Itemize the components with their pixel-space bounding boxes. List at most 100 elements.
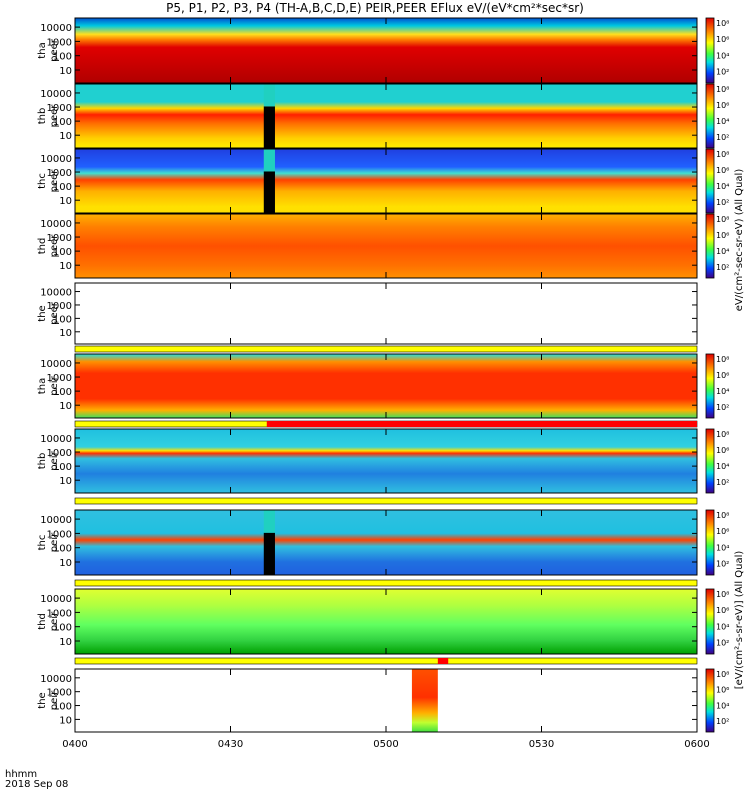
colorbar-tick-label: 10⁸	[716, 355, 729, 364]
y-tick-label: 10000	[40, 674, 72, 685]
panel-thd-peir: 10000 1000 100 10 thd peir 10⁸ 10⁶ 10⁴ 10²	[37, 588, 729, 665]
y-tick-label: 10	[59, 328, 72, 339]
quality-flag-alert	[437, 658, 449, 664]
y-tick-label: 100	[53, 387, 72, 398]
y-axis-label-line2: peir	[49, 532, 60, 552]
data-gap	[263, 171, 275, 213]
x-axis-label-line1: hhmm	[5, 769, 37, 780]
y-axis-label-line1: thd	[37, 238, 48, 255]
spectrogram-image	[411, 669, 438, 732]
y-axis-label-line2: peer	[49, 104, 60, 128]
colorbar-tick-label: 10⁸	[716, 430, 729, 439]
x-tick-label: 0530	[529, 739, 554, 750]
colorbar-tick-label: 10⁸	[716, 511, 729, 520]
y-tick-label: 1000	[47, 103, 72, 114]
y-tick-label: 10000	[40, 219, 72, 230]
y-tick-label: 1000	[47, 168, 72, 179]
quality-flag-bar	[74, 579, 698, 587]
colorbar-tick-label: 10²	[716, 403, 729, 412]
y-axis-label-line1: tha	[37, 378, 48, 394]
colorbar-tick-label: 10⁶	[716, 686, 729, 695]
y-tick-label: 10	[59, 196, 72, 207]
y-tick-label: 10000	[40, 359, 72, 370]
panel-the-peir: 10000 1000 100 10 the peir 10⁸ 10⁶ 10⁴ 10²	[37, 668, 729, 733]
data-gap-top	[263, 84, 275, 107]
data-gap-top	[263, 510, 275, 533]
colorbar-tick-label: 10⁸	[716, 150, 729, 159]
y-tick-label: 10000	[40, 288, 72, 299]
y-tick-label: 10	[59, 476, 72, 487]
chart-title: P5, P1, P2, P3, P4 (TH-A,B,C,D,E) PEIR,P…	[166, 1, 584, 15]
panel-thb-peer: 10000 1000 100 10 thb peer 10⁸ 10⁶ 10⁴ 10²	[37, 83, 729, 149]
colorbar-tick-label: 10²	[716, 717, 729, 726]
panel-the-peer: 10000 1000 100 10 the peer	[37, 282, 698, 353]
spectrogram-image	[75, 429, 697, 493]
quality-flag-bar	[74, 657, 698, 665]
panel-background	[75, 669, 697, 732]
colorbar-tick-label: 10⁴	[716, 387, 729, 396]
y-tick-label: 10	[59, 715, 72, 726]
colorbar-label-lower: [eV/(cm²-s-sr-eV)] (All Qual)	[734, 551, 745, 690]
y-axis-label-line1: thb	[37, 453, 48, 470]
panel-background	[75, 283, 697, 344]
colorbar-tick-label: 10⁴	[716, 701, 729, 710]
colorbar-tick-label: 10²	[716, 478, 729, 487]
y-tick-label: 10	[59, 131, 72, 142]
colorbar-tick-label: 10²	[716, 639, 729, 648]
colorbar	[705, 509, 715, 576]
colorbar-tick-label: 10⁴	[716, 182, 729, 191]
x-axis: 0400 0430 0500 0530 0600	[62, 18, 710, 750]
data-gap-top	[263, 149, 275, 172]
spectrogram-image	[75, 354, 697, 418]
y-tick-label: 1000	[47, 233, 72, 244]
colorbar	[705, 428, 715, 494]
y-tick-label: 10000	[40, 434, 72, 445]
panel-thc-peer: 10000 1000 100 10 thc peer 10⁸ 10⁶ 10⁴ 10²	[37, 148, 729, 214]
colorbar	[705, 83, 715, 149]
y-axis-label-line1: thd	[37, 613, 48, 630]
y-tick-label: 100	[53, 544, 72, 555]
y-tick-label: 1000	[47, 37, 72, 48]
colorbar-tick-label: 10²	[716, 560, 729, 569]
y-axis-label-line2: peir	[49, 690, 60, 710]
y-tick-label: 10	[59, 558, 72, 569]
y-axis-label-line1: thc	[37, 535, 48, 551]
colorbar-tick-label: 10⁶	[716, 166, 729, 175]
colorbar-tick-label: 10⁶	[716, 527, 729, 536]
x-tick-label: 0400	[62, 739, 87, 750]
panel-thb-peir: 10000 1000 100 10 thb peir 10⁸ 10⁶ 10⁴ 10²	[37, 428, 729, 505]
colorbar	[705, 353, 715, 419]
y-tick-label: 100	[53, 247, 72, 258]
colorbar-tick-label: 10⁴	[716, 543, 729, 552]
colorbar	[705, 668, 715, 733]
y-axis-label-line2: peer	[49, 301, 60, 325]
colorbar-tick-label: 10⁴	[716, 622, 729, 631]
spectrogram-image	[75, 84, 697, 148]
y-tick-label: 1000	[47, 301, 72, 312]
colorbar-tick-label: 10⁶	[716, 371, 729, 380]
y-axis-label-line2: peer	[49, 234, 60, 258]
colorbar-tick-label: 10⁴	[716, 117, 729, 126]
x-axis-label-line2: 2018 Sep 08	[5, 779, 68, 790]
colorbar-tick-label: 10⁸	[716, 215, 729, 224]
y-tick-label: 1000	[47, 373, 72, 384]
spectrogram-image	[75, 510, 697, 575]
y-tick-label: 10	[59, 66, 72, 77]
y-axis-label-line1: tha	[37, 42, 48, 58]
y-tick-label: 100	[53, 462, 72, 473]
spectrogram-image	[75, 149, 697, 213]
y-axis-label-line2: peir	[49, 611, 60, 631]
colorbar-tick-label: 10⁶	[716, 101, 729, 110]
colorbar-label-upper: eV/(cm²-sec-sr-eV) (All Qual)	[734, 169, 745, 312]
data-gap	[263, 106, 275, 148]
y-tick-label: 10000	[40, 89, 72, 100]
y-axis-label-line2: peer	[49, 38, 60, 62]
y-axis-label-line2: peir	[49, 375, 60, 395]
colorbar-tick-label: 10⁸	[716, 19, 729, 28]
colorbar-tick-label: 10⁶	[716, 606, 729, 615]
data-gap	[263, 532, 275, 575]
colorbar-tick-label: 10²	[716, 198, 729, 207]
x-tick-label: 0500	[373, 739, 398, 750]
y-tick-label: 100	[53, 314, 72, 325]
